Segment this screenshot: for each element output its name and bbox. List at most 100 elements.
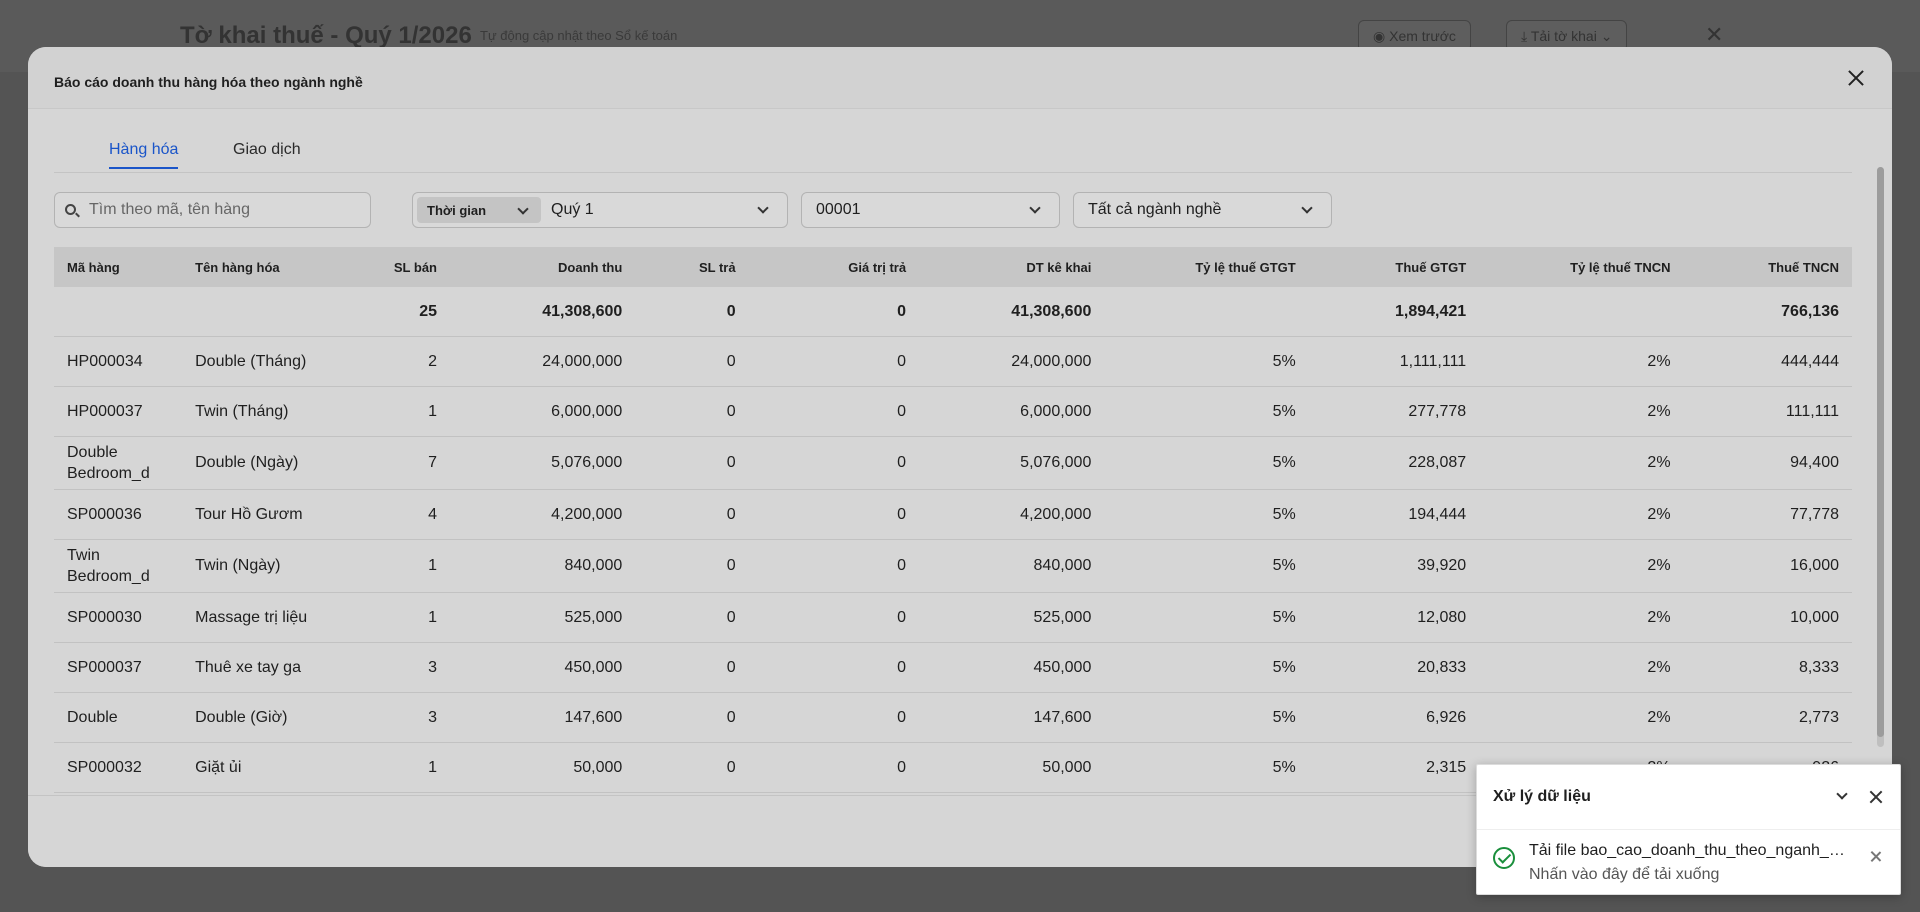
scrollbar[interactable]	[1877, 167, 1884, 747]
toast-close-icon[interactable]	[1868, 789, 1884, 805]
header-vat-rate[interactable]: Tỷ lệ thuế GTGT	[1195, 259, 1296, 275]
cell-qty-sold: 4	[348, 489, 450, 540]
collapse-button[interactable]	[1834, 788, 1850, 805]
cell-qty-sold: 1	[348, 592, 450, 643]
table-row[interactable]: HP000037 Twin (Tháng) 1 6,000,000 0 0 6,000,00…	[54, 386, 1852, 437]
tab-goods[interactable]: Hàng hóa	[109, 141, 179, 169]
cell-vat: 194,444	[1308, 489, 1480, 540]
tab-bar: Hàng hóa Giao dịch	[54, 141, 1852, 173]
background-subtitle: Tự động cập nhật theo Sổ kế toán	[480, 28, 678, 43]
check-circle-icon	[1493, 847, 1515, 869]
download-file-name: Tải file bao_cao_doanh_thu_theo_nganh_ng…	[1529, 842, 1849, 859]
header-revenue[interactable]: Doanh thu	[558, 259, 623, 275]
search-input[interactable]	[89, 200, 359, 220]
cell-pit-rate: 2%	[1479, 692, 1684, 743]
cell-declared-revenue: 840,000	[919, 539, 1105, 593]
cell-pit-rate: 2%	[1479, 642, 1684, 693]
modal-title: Báo cáo doanh thu hàng hóa theo ngành ng…	[54, 74, 363, 90]
search-box	[54, 192, 371, 228]
header-return-value[interactable]: Giá trị trả	[848, 259, 907, 275]
table-row[interactable]: Double Bedroom_d Double (Ngày) 7 5,076,000 0…	[54, 436, 1852, 490]
time-value: Quý 1	[551, 201, 594, 218]
cell-item-name: Giặt ủi	[182, 742, 349, 793]
chevron-down-icon	[1301, 202, 1313, 214]
cell-vat-rate: 5%	[1104, 692, 1309, 743]
cell-pit: 8,333	[1683, 642, 1852, 693]
download-hint: Nhấn vào đây để tải xuống	[1529, 866, 1720, 883]
cell-vat: 6,926	[1308, 692, 1480, 743]
cell-vat-rate: 5%	[1104, 592, 1309, 643]
table-row[interactable]: SP000036 Tour Hồ Gươm 4 4,200,000 0 0 4,200,00…	[54, 489, 1852, 540]
header-declared-revenue[interactable]: DT kê khai	[1026, 259, 1092, 275]
table-row[interactable]: HP000034 Double (Tháng) 2 24,000,000 0 0 24,00…	[54, 336, 1852, 387]
header-vat[interactable]: Thuế GTGT	[1395, 259, 1467, 275]
cell-item-name: Double (Tháng)	[182, 336, 349, 387]
time-type-select[interactable]: Thời gian	[417, 197, 541, 223]
cell-vat-rate: 5%	[1104, 336, 1309, 387]
scrollbar-thumb[interactable]	[1877, 167, 1884, 737]
chevron-down-icon	[757, 202, 769, 214]
cell-pit-rate: 2%	[1479, 489, 1684, 540]
cell-return-value: 0	[748, 692, 920, 743]
cell-item-code: SP000037	[54, 642, 183, 693]
cell-qty-returned: 0	[635, 692, 749, 743]
download-label: Tải tờ khai	[1530, 28, 1597, 44]
preview-label: Xem trước	[1389, 28, 1456, 44]
download-file-item[interactable]: Tải file bao_cao_doanh_thu_theo_nganh_ng…	[1477, 829, 1900, 895]
search-icon	[65, 204, 76, 215]
time-filter[interactable]: Thời gian Quý 1	[412, 192, 788, 228]
cell-revenue: 6,000,000	[450, 386, 636, 437]
header-pit[interactable]: Thuế TNCN	[1768, 259, 1839, 275]
cell-declared-revenue: 5,076,000	[919, 436, 1105, 490]
cell-pit-rate: 2%	[1479, 336, 1684, 387]
cell-item-code: Double	[54, 692, 183, 743]
cell-qty-sold: 1	[348, 386, 450, 437]
chevron-down-icon	[1029, 202, 1041, 214]
cell-pit: 77,778	[1683, 489, 1852, 540]
cell-qty-sold: 7	[348, 436, 450, 490]
cell-item-code: HP000034	[54, 336, 183, 387]
tab-transactions[interactable]: Giao dịch	[233, 141, 301, 158]
code-select[interactable]: 00001	[801, 192, 1060, 228]
header-qty-sold[interactable]: SL bán	[393, 259, 437, 275]
table-row[interactable]: SP000037 Thuê xe tay ga 3 450,000 0 0 450,000 5…	[54, 642, 1852, 693]
background-title: Tờ khai thuế - Quý 1/2026	[180, 22, 472, 49]
header-qty-returned[interactable]: SL trả	[698, 259, 736, 275]
cell-pit-rate: 2%	[1479, 539, 1684, 593]
cell-declared-revenue: 24,000,000	[919, 336, 1105, 387]
cell-vat-rate: 5%	[1104, 386, 1309, 437]
cell-vat: 277,778	[1308, 386, 1480, 437]
cell-item-code: SP000032	[54, 742, 183, 793]
summary-cell: 25	[348, 287, 450, 337]
chevron-down-icon	[517, 203, 529, 215]
cell-item-code: Double Bedroom_d	[54, 436, 183, 490]
summary-cell: 41,308,600	[919, 287, 1105, 337]
table-row[interactable]: Twin Bedroom_d Twin (Ngày) 1 840,000 0 0 840,0…	[54, 539, 1852, 593]
toast-header: Xử lý dữ liệu	[1477, 765, 1900, 829]
cell-revenue: 50,000	[450, 742, 636, 793]
table-row[interactable]: Double Double (Giờ) 3 147,600 0 0 147,600 5% 6,9…	[54, 692, 1852, 743]
cell-item-code: HP000037	[54, 386, 183, 437]
cell-revenue: 840,000	[450, 539, 636, 593]
header-pit-rate[interactable]: Tỷ lệ thuế TNCN	[1570, 259, 1671, 275]
cell-pit: 2,773	[1683, 692, 1852, 743]
table-row[interactable]: SP000030 Massage trị liệu 1 525,000 0 0 525,00…	[54, 592, 1852, 643]
header-item-code[interactable]: Mã hàng	[67, 259, 120, 275]
cell-vat: 2,315	[1308, 742, 1480, 793]
header-item-name[interactable]: Tên hàng hóa	[195, 259, 280, 275]
code-value: 00001	[816, 201, 861, 218]
summary-cell: 1,894,421	[1308, 287, 1480, 337]
table-header-row: Mã hàng Tên hàng hóa SL bán Doanh thu SL…	[54, 247, 1852, 287]
cell-return-value: 0	[748, 386, 920, 437]
industry-select[interactable]: Tất cả ngành nghề	[1073, 192, 1332, 228]
download-icon: ⤓	[1521, 28, 1528, 44]
cell-qty-sold: 2	[348, 336, 450, 387]
dismiss-item-icon[interactable]	[1870, 850, 1882, 862]
cell-qty-returned: 0	[635, 336, 749, 387]
background-close-icon: ✕	[1705, 22, 1724, 47]
close-icon[interactable]	[1844, 66, 1868, 90]
summary-cell	[182, 287, 349, 337]
cell-item-name: Twin (Ngày)	[182, 539, 349, 593]
chevron-down-icon	[1836, 788, 1848, 800]
toast-title: Xử lý dữ liệu	[1493, 788, 1591, 805]
